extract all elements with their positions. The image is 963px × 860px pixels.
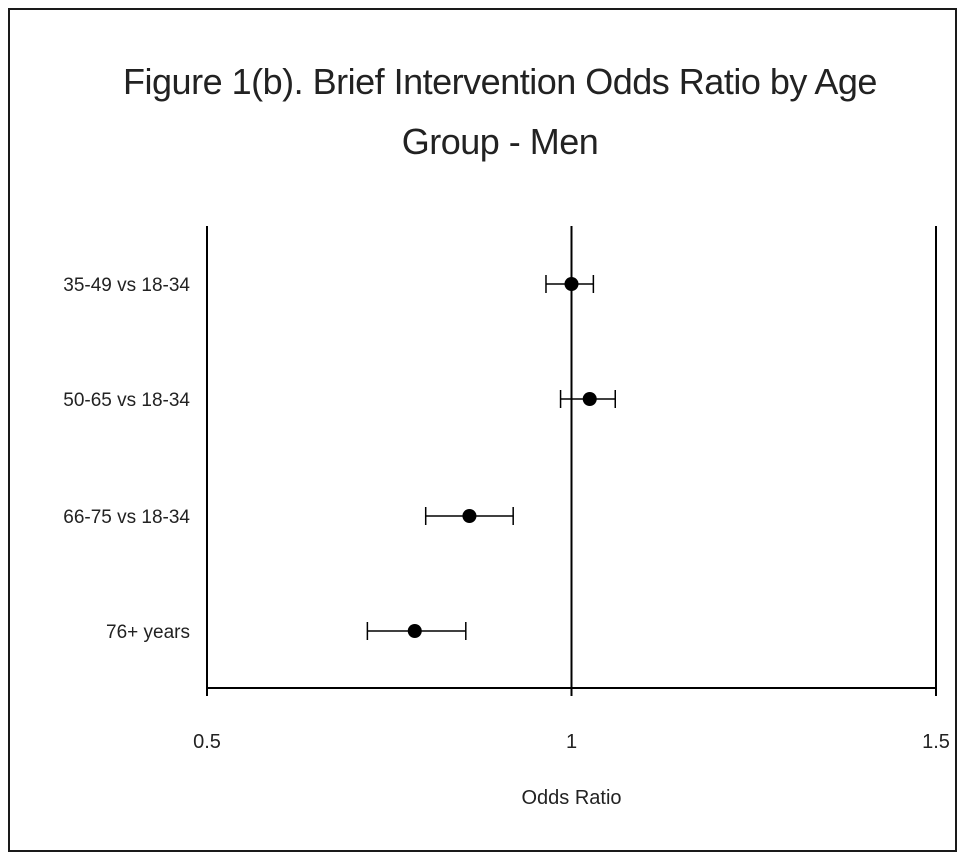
x-tick-label-1: 1 — [566, 731, 577, 753]
odds-ratio-point-1 — [582, 392, 597, 406]
x-axis-title: Odds Ratio — [521, 787, 621, 809]
chart-title: Figure 1(b). Brief Intervention Odds Rat… — [110, 52, 890, 172]
odds-ratio-point-0 — [564, 277, 579, 291]
category-label-3: 76+ years — [106, 622, 190, 643]
x-tick-label-0: 0.5 — [193, 731, 221, 753]
x-tick-label-2: 1.5 — [922, 731, 950, 753]
category-label-1: 50-65 vs 18-34 — [63, 390, 190, 411]
category-label-0: 35-49 vs 18-34 — [63, 275, 190, 296]
chart-title-line-1: Figure 1(b). Brief Intervention Odds Rat… — [123, 61, 877, 102]
category-label-2: 66-75 vs 18-34 — [63, 507, 190, 528]
odds-ratio-point-2 — [462, 509, 477, 523]
chart-title-line-2: Group - Men — [401, 121, 599, 162]
odds-ratio-point-3 — [407, 624, 422, 638]
chart-frame — [8, 8, 957, 852]
